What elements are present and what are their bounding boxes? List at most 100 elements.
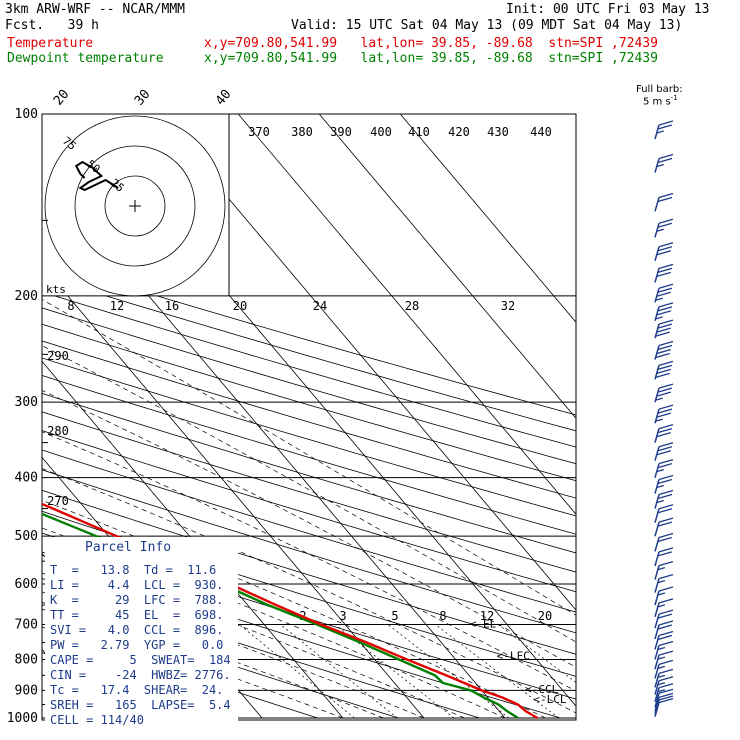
model-title: 3km ARW-WRF -- NCAR/MMM (5, 2, 186, 17)
barb-flag (658, 668, 674, 675)
barb-flag (657, 222, 673, 228)
barb-flag (657, 246, 673, 252)
barb-flag (656, 348, 671, 355)
parcel-info-panel: Parcel Info T = 13.8 Td = 11.6 LI = 4.4 … (45, 537, 238, 727)
isotherm-line (42, 264, 425, 719)
barb-flag (658, 560, 674, 567)
wind-barb (654, 504, 674, 523)
barb-flag (657, 344, 673, 351)
parcel-row: CELL = 114/40 (50, 713, 144, 727)
parcel-row: PW = 2.79 YGP = 0.0 (50, 638, 224, 652)
barb-flag (657, 387, 673, 393)
barb-flag (655, 418, 663, 422)
wind-barb (654, 659, 674, 679)
valid-time: Valid: 15 UTC Sat 04 May 13 (09 MDT Sat … (291, 18, 683, 33)
barb-staff (654, 124, 660, 140)
barb-flag (658, 517, 674, 523)
barb-flag (657, 196, 673, 203)
barb-staff (654, 158, 660, 173)
wind-barb (654, 683, 674, 702)
barb-flag (658, 504, 674, 510)
barb-flag (657, 446, 673, 452)
hodograph-trace (74, 160, 119, 192)
barb-flag (657, 665, 666, 670)
dry-adiabat (42, 601, 399, 719)
barb-flag (658, 489, 674, 496)
wind-barb (654, 474, 674, 494)
barb-flag (658, 153, 674, 160)
hodograph-ring (74, 145, 196, 267)
dry-adiabat (42, 323, 576, 482)
barb-flag (658, 532, 674, 539)
barb-flag (656, 368, 671, 374)
dewpoint-line (42, 512, 519, 720)
barb-flag (658, 598, 674, 604)
barb-staff (654, 613, 660, 629)
wind-barb (654, 547, 674, 567)
isotherm-line (42, 360, 344, 719)
barb-flag (657, 689, 666, 693)
barb-flag (658, 423, 674, 430)
barb-flag (657, 364, 673, 370)
barb-flag (658, 192, 674, 199)
mixing-ratio-line (238, 624, 355, 719)
theta-label: 440 (530, 125, 552, 139)
wind-barb (654, 120, 674, 140)
barb-staff (654, 223, 660, 238)
parcel-info-title: Parcel Info (85, 540, 172, 555)
wind-barb (654, 620, 674, 640)
barb-flag (657, 323, 673, 329)
barb-flag (658, 283, 674, 289)
parcel-level-label: <-EL (470, 618, 497, 631)
barb-flag (658, 218, 674, 224)
isotherm-line (156, 114, 576, 611)
wind-barb (654, 698, 674, 717)
barb-flag (656, 250, 671, 256)
wind-barb (654, 192, 674, 212)
barb-staff (654, 494, 660, 509)
barb-flag (655, 316, 663, 320)
wind-barb (654, 340, 674, 360)
mixing-ratio-label: 5 (391, 609, 398, 623)
barb-flag (656, 291, 671, 297)
mixing-ratio-label: 3 (339, 609, 346, 623)
barb-flag (658, 586, 674, 592)
wind-barb (654, 263, 674, 283)
barb-flag (655, 372, 670, 378)
wind-barb (654, 283, 674, 303)
barb-key-units: 5 m s-1 (643, 94, 678, 107)
barb-flag (656, 431, 671, 438)
dry-adiabat (42, 275, 576, 432)
barb-flag (657, 478, 673, 485)
pressure-label: 900 (15, 683, 38, 698)
wind-barb (654, 573, 674, 593)
barb-flag (658, 383, 674, 389)
parcel-row: LI = 4.4 LCL = 930. (50, 578, 224, 592)
barb-flag (657, 592, 666, 596)
isotherm-label: 30 (132, 87, 154, 109)
dry-adiabat (42, 411, 576, 573)
dewpoint-legend: Dewpoint temperature (7, 51, 164, 66)
barb-flag (658, 698, 674, 704)
barb-flag (657, 493, 673, 500)
wind-barb (654, 153, 674, 173)
theta-label: 390 (330, 125, 352, 139)
barb-staff (654, 635, 660, 650)
barb-staff (654, 654, 660, 670)
barb-flag (658, 319, 674, 325)
barb-flag (656, 484, 664, 489)
barb-staff (654, 428, 660, 443)
barb-flag (658, 688, 674, 694)
wind-barb (654, 459, 674, 478)
barb-flag (658, 340, 674, 347)
moist-adiabat (42, 591, 384, 719)
pressure-label: 400 (15, 471, 38, 486)
dry-adiabat (42, 340, 576, 499)
barb-staff (654, 687, 660, 702)
dry-adiabat (42, 291, 576, 448)
moist-adiabat (42, 299, 576, 616)
isotherm-line (318, 114, 576, 419)
pressure-labels: 100 200 300 400 500 600 700 800 900 1000 (7, 107, 38, 726)
pressure-label: 1000 (7, 711, 38, 726)
barb-flag (657, 656, 666, 660)
